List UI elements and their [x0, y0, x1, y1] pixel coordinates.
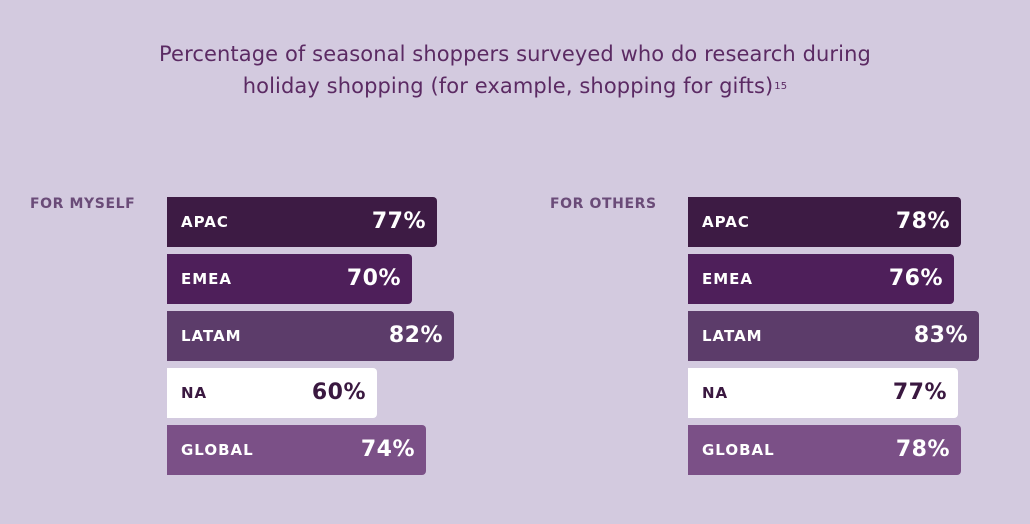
bar-category-label: EMEA — [181, 270, 233, 288]
series-label-for-others: FOR OTHERS — [550, 196, 657, 212]
bar-value-label: 76% — [888, 266, 943, 291]
bar-for-others-emea: EMEA 76% — [688, 254, 954, 304]
bar-value-label: 70% — [346, 266, 401, 291]
bar-category-label: LATAM — [181, 327, 242, 345]
bar-value-label: 74% — [360, 437, 415, 462]
bar-category-label: EMEA — [702, 270, 754, 288]
bar-for-others-latam: LATAM 83% — [688, 311, 979, 361]
bar-category-label: NA — [702, 384, 729, 402]
bar-category-label: GLOBAL — [702, 441, 775, 459]
bar-category-label: LATAM — [702, 327, 763, 345]
bar-for-myself-apac: APAC 77% — [167, 197, 437, 247]
bar-value-label: 78% — [895, 437, 950, 462]
bar-for-others-apac: APAC 78% — [688, 197, 961, 247]
bar-for-myself-emea: EMEA 70% — [167, 254, 412, 304]
bar-for-myself-latam: LATAM 82% — [167, 311, 454, 361]
chart-title: Percentage of seasonal shoppers surveyed… — [0, 38, 1030, 107]
bar-category-label: NA — [181, 384, 208, 402]
bar-for-myself-na: NA 60% — [167, 368, 377, 418]
bar-value-label: 77% — [371, 209, 426, 234]
bar-category-label: APAC — [181, 213, 229, 231]
bar-category-label: GLOBAL — [181, 441, 254, 459]
bar-value-label: 60% — [311, 380, 366, 405]
bar-value-label: 77% — [892, 380, 947, 405]
bar-value-label: 78% — [895, 209, 950, 234]
bar-value-label: 83% — [913, 323, 968, 348]
chart-title-line-2: holiday shopping (for example, shopping … — [0, 70, 1030, 107]
bar-for-others-na: NA 77% — [688, 368, 958, 418]
bar-for-myself-global: GLOBAL 74% — [167, 425, 426, 475]
series-label-for-myself: FOR MYSELF — [30, 196, 136, 212]
bar-value-label: 82% — [388, 323, 443, 348]
chart-title-line-1: Percentage of seasonal shoppers surveyed… — [159, 42, 871, 66]
bar-for-others-global: GLOBAL 78% — [688, 425, 961, 475]
chart-title-line-2-text: holiday shopping (for example, shopping … — [242, 74, 774, 98]
bar-category-label: APAC — [702, 213, 750, 231]
footnote-marker: 15 — [774, 81, 788, 92]
